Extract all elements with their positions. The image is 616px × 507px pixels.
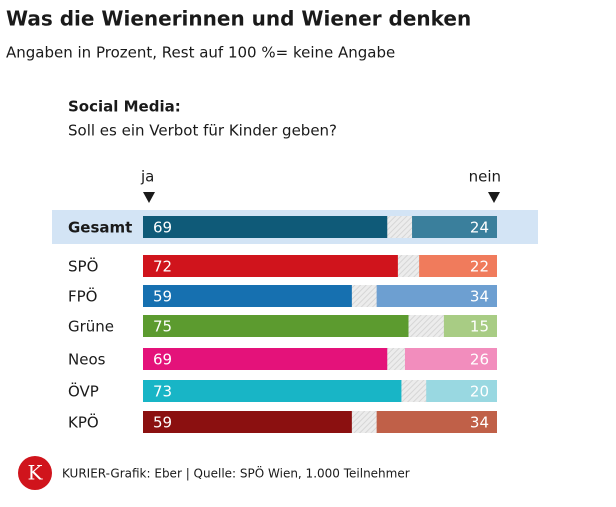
- bar-ja: [143, 411, 352, 433]
- value-label: 59: [153, 288, 172, 306]
- logo: K: [28, 461, 44, 485]
- value-label: 20: [470, 383, 489, 401]
- bar-nein: [426, 380, 497, 402]
- value-label: 73: [153, 383, 172, 401]
- bar-ja: [143, 285, 352, 307]
- category-label: Gesamt: [68, 219, 132, 237]
- bar-ja: [143, 380, 402, 402]
- bar-ja: [143, 348, 388, 370]
- marker-nein: [488, 192, 500, 203]
- bar-nein: [412, 216, 497, 238]
- value-label: 72: [153, 258, 172, 276]
- bar-nein: [404, 348, 497, 370]
- bar-ja: [143, 315, 409, 337]
- legend-ja: ja: [140, 168, 154, 186]
- subtitle: Angaben in Prozent, Rest auf 100 %= kein…: [6, 44, 395, 62]
- category-label: Neos: [68, 351, 106, 369]
- legend-nein: nein: [469, 168, 501, 186]
- category-label: SPÖ: [68, 257, 98, 276]
- bar-nein: [443, 315, 497, 337]
- source: KURIER-Grafik: Eber | Quelle: SPÖ Wien, …: [62, 465, 410, 481]
- value-label: 34: [470, 288, 489, 306]
- value-label: 22: [470, 258, 489, 276]
- category-label: KPÖ: [68, 413, 99, 432]
- bar-nein: [376, 411, 497, 433]
- rows: Gesamt 69 24 SPÖ 72 22 FPÖ 59 34 Grüne 75 15 Neos 69 2…: [52, 210, 538, 433]
- value-label: 15: [470, 318, 489, 336]
- value-label: 75: [153, 318, 172, 336]
- question-heading: Social Media:: [68, 98, 181, 116]
- marker-ja: [143, 192, 155, 203]
- category-label: ÖVP: [68, 382, 99, 401]
- value-label: 34: [470, 414, 489, 432]
- bar-ja: [143, 216, 388, 238]
- value-label: 24: [470, 219, 489, 237]
- value-label: 59: [153, 414, 172, 432]
- chart-title: Was die Wienerinnen und Wiener denken: [6, 7, 471, 31]
- value-label: 26: [470, 351, 489, 369]
- logo-circle: [18, 456, 52, 490]
- bar-ja: [143, 255, 398, 277]
- bar-nein: [419, 255, 497, 277]
- value-label: 69: [153, 351, 172, 369]
- value-label: 69: [153, 219, 172, 237]
- category-label: Grüne: [68, 318, 114, 336]
- category-label: FPÖ: [68, 287, 97, 306]
- bar-nein: [376, 285, 497, 307]
- question: Soll es ein Verbot für Kinder geben?: [68, 122, 337, 140]
